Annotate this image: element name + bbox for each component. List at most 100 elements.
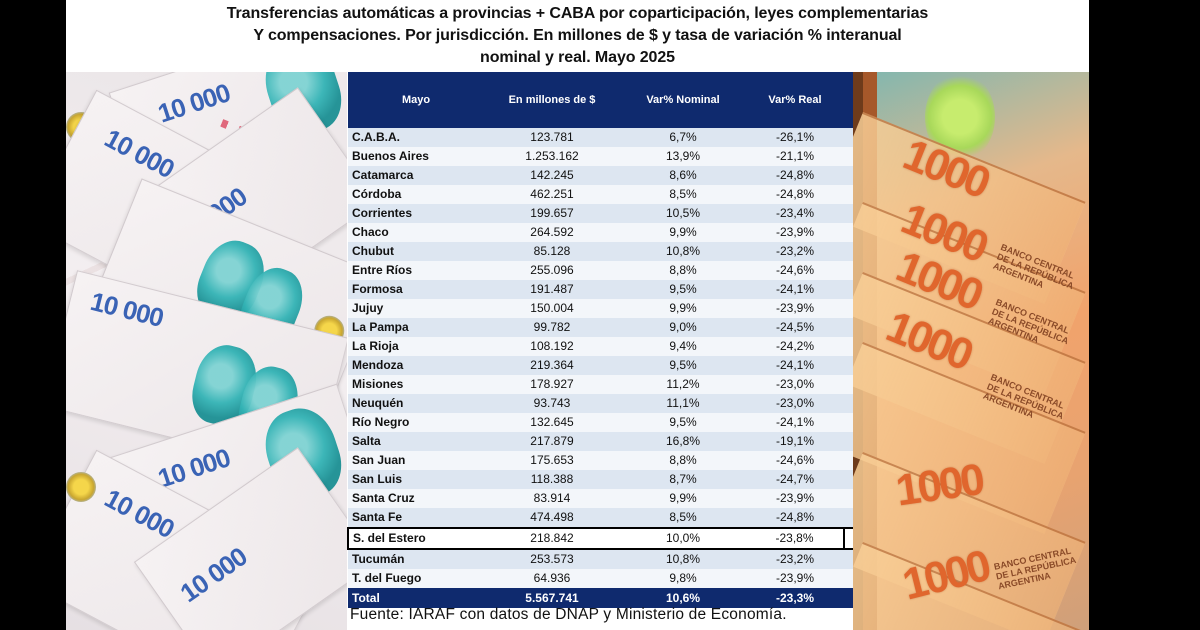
- amount-cell: 93.743: [484, 394, 620, 413]
- nominal-var-cell: 8,7%: [620, 470, 746, 489]
- nominal-var-cell: 10,8%: [620, 549, 746, 569]
- table-total-row: Total 5.567.741 10,6% -23,3%: [348, 588, 854, 608]
- nominal-var-cell: 11,1%: [620, 394, 746, 413]
- table-row: Chaco 264.592 9,9% -23,9%: [348, 223, 854, 242]
- total-nominal: 10,6%: [620, 588, 746, 608]
- amount-cell: 217.879: [484, 432, 620, 451]
- table-row: Catamarca 142.245 8,6% -24,8%: [348, 166, 854, 185]
- amount-cell: 462.251: [484, 185, 620, 204]
- table-row: Formosa 191.487 9,5% -24,1%: [348, 280, 854, 299]
- nominal-var-cell: 9,0%: [620, 318, 746, 337]
- amount-cell: 175.653: [484, 451, 620, 470]
- real-var-cell: -23,9%: [746, 299, 844, 318]
- row-spacer: [844, 549, 854, 569]
- nominal-var-cell: 10,0%: [620, 527, 746, 550]
- row-spacer: [844, 394, 854, 413]
- nominal-var-cell: 9,9%: [620, 489, 746, 508]
- real-var-cell: -23,2%: [746, 549, 844, 569]
- jurisdiction-cell: Entre Ríos: [348, 261, 484, 280]
- jurisdiction-cell: Misiones: [348, 375, 484, 394]
- row-spacer: [844, 223, 854, 242]
- nominal-var-cell: 8,6%: [620, 166, 746, 185]
- table-row: C.A.B.A. 123.781 6,7% -26,1%: [348, 128, 854, 147]
- nominal-var-cell: 8,5%: [620, 508, 746, 528]
- real-var-cell: -23,9%: [746, 569, 844, 588]
- transfers-table: Mayo En millones de $ Var% Nominal Var% …: [347, 72, 854, 608]
- note-value-label: 10 000: [99, 122, 179, 184]
- jurisdiction-cell: Formosa: [348, 280, 484, 299]
- real-var-cell: -19,1%: [746, 432, 844, 451]
- nominal-var-cell: 9,5%: [620, 356, 746, 375]
- row-spacer: [844, 489, 854, 508]
- left-black-bar: [0, 0, 66, 630]
- amount-cell: 83.914: [484, 489, 620, 508]
- row-spacer: [844, 242, 854, 261]
- table-row: Salta 217.879 16,8% -19,1%: [348, 432, 854, 451]
- table-row: La Rioja 108.192 9,4% -24,2%: [348, 337, 854, 356]
- page-title: Transferencias automáticas a provincias …: [66, 3, 1089, 69]
- table-row: San Juan 175.653 8,8% -24,6%: [348, 451, 854, 470]
- note-value-label: 10 000: [99, 482, 179, 544]
- table-row: T. del Fuego 64.936 9,8% -23,9%: [348, 569, 854, 588]
- amount-cell: 132.645: [484, 413, 620, 432]
- nominal-var-cell: 9,9%: [620, 299, 746, 318]
- jurisdiction-cell: T. del Fuego: [348, 569, 484, 588]
- row-spacer: [844, 166, 854, 185]
- real-var-cell: -21,1%: [746, 147, 844, 166]
- row-spacer: [844, 375, 854, 394]
- jurisdiction-cell: La Pampa: [348, 318, 484, 337]
- real-var-cell: -24,6%: [746, 451, 844, 470]
- table-row: S. del Estero 218.842 10,0% -23,8%: [347, 527, 854, 550]
- jurisdiction-cell: La Rioja: [348, 337, 484, 356]
- total-amount: 5.567.741: [484, 588, 620, 608]
- header-amount: En millones de $: [484, 72, 620, 128]
- amount-cell: 178.927: [484, 375, 620, 394]
- real-var-cell: -24,1%: [746, 356, 844, 375]
- real-var-cell: -23,8%: [746, 527, 845, 550]
- table-row: Río Negro 132.645 9,5% -24,1%: [348, 413, 854, 432]
- row-spacer: [844, 527, 854, 550]
- jurisdiction-cell: San Luis: [348, 470, 484, 489]
- jurisdiction-cell: S. del Estero: [347, 527, 484, 550]
- nominal-var-cell: 9,5%: [620, 413, 746, 432]
- table-header-row: Mayo En millones de $ Var% Nominal Var% …: [348, 72, 854, 128]
- table-row: Tucumán 253.573 10,8% -23,2%: [348, 549, 854, 569]
- real-var-cell: -24,2%: [746, 337, 844, 356]
- amount-cell: 255.096: [484, 261, 620, 280]
- real-var-cell: -26,1%: [746, 128, 844, 147]
- row-spacer: [844, 337, 854, 356]
- total-real: -23,3%: [746, 588, 844, 608]
- banknotes-1000-photo: 1000 1000 1000 1000 1000 1000 Banco Cent…: [853, 72, 1089, 630]
- nominal-var-cell: 9,8%: [620, 569, 746, 588]
- nominal-var-cell: 16,8%: [620, 432, 746, 451]
- total-label: Total: [348, 588, 484, 608]
- table-row: Jujuy 150.004 9,9% -23,9%: [348, 299, 854, 318]
- row-spacer: [844, 185, 854, 204]
- real-var-cell: -23,0%: [746, 394, 844, 413]
- row-spacer: [844, 128, 854, 147]
- real-var-cell: -24,8%: [746, 185, 844, 204]
- header-jurisdiction: Mayo: [348, 72, 484, 128]
- row-spacer: [844, 356, 854, 375]
- row-spacer: [844, 147, 854, 166]
- jurisdiction-cell: C.A.B.A.: [348, 128, 484, 147]
- table-row: San Luis 118.388 8,7% -24,7%: [348, 470, 854, 489]
- row-spacer: [844, 318, 854, 337]
- real-var-cell: -24,8%: [746, 166, 844, 185]
- amount-cell: 108.192: [484, 337, 620, 356]
- real-var-cell: -23,9%: [746, 223, 844, 242]
- header-nominal: Var% Nominal: [620, 72, 746, 128]
- total-spacer: [844, 588, 854, 608]
- row-spacer: [844, 261, 854, 280]
- real-var-cell: -24,5%: [746, 318, 844, 337]
- jurisdiction-cell: Córdoba: [348, 185, 484, 204]
- amount-cell: 123.781: [484, 128, 620, 147]
- table-row: Mendoza 219.364 9,5% -24,1%: [348, 356, 854, 375]
- amount-cell: 264.592: [484, 223, 620, 242]
- table-row: Córdoba 462.251 8,5% -24,8%: [348, 185, 854, 204]
- header-spacer: [844, 72, 854, 128]
- jurisdiction-cell: Jujuy: [348, 299, 484, 318]
- jurisdiction-cell: Corrientes: [348, 204, 484, 223]
- nominal-var-cell: 10,5%: [620, 204, 746, 223]
- row-spacer: [844, 470, 854, 489]
